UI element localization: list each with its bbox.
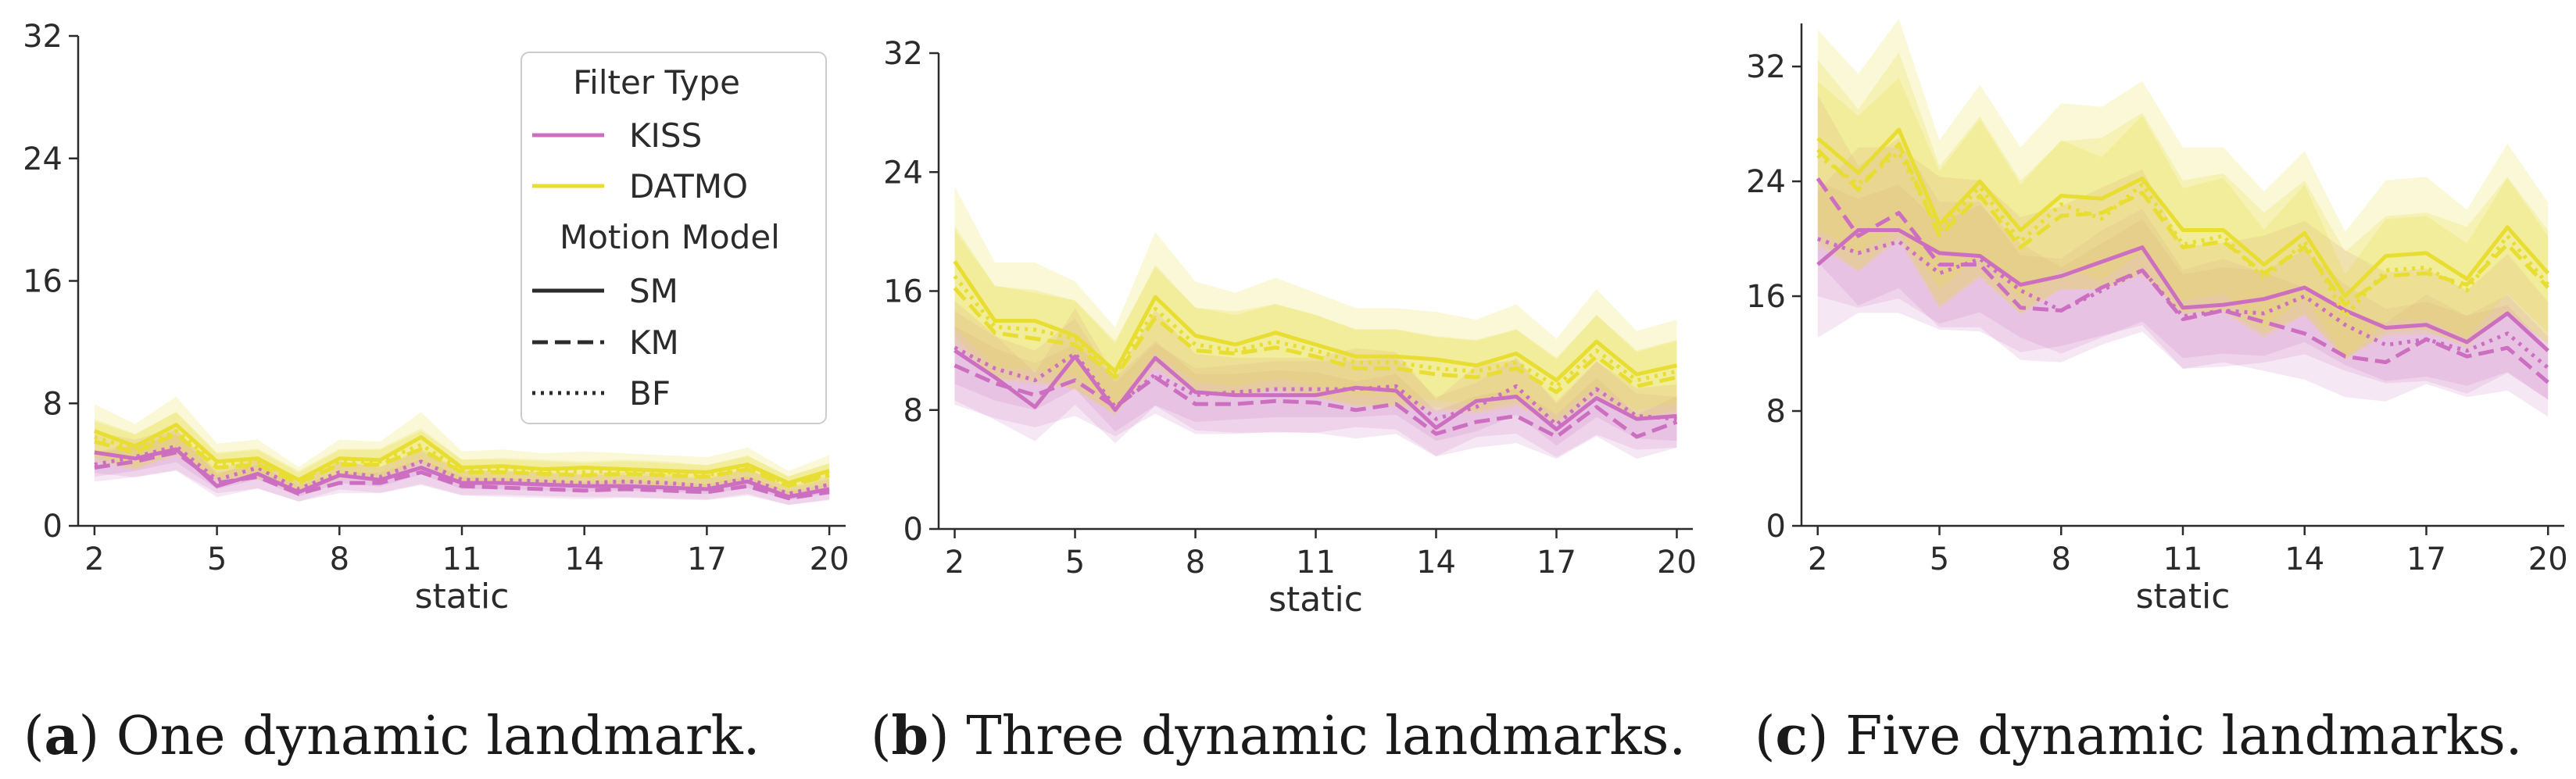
x-tick-label: 11: [442, 541, 482, 577]
legend-title-filter-type: Filter Type: [573, 63, 740, 102]
line-datmo-km: [953, 287, 1678, 395]
line-datmo-sm: [953, 260, 1678, 383]
legend-label-datmo: DATMO: [629, 167, 748, 205]
caption-c-text: Five dynamic landmarks.: [1845, 706, 2522, 767]
legend-label-km: KM: [629, 323, 679, 362]
captions: (a) One dynamic landmark. (b) Three dyna…: [23, 705, 2522, 767]
y-tick-label: 8: [903, 393, 923, 429]
y-tick-label: 32: [23, 19, 63, 55]
y-tick-label: 32: [883, 36, 923, 72]
x-axis-label: static: [1268, 580, 1363, 620]
y-tick-label: 0: [43, 509, 63, 545]
y-tick-label: 32: [1746, 49, 1786, 85]
line-datmo-bf: [94, 429, 830, 487]
caption-b-letter: b: [892, 705, 929, 767]
y-tick-label: 16: [23, 264, 63, 300]
y-tick-label: 8: [1766, 394, 1786, 430]
legend-label-bf: BF: [629, 374, 671, 413]
x-tick-label: 5: [1930, 541, 1949, 577]
panel-a: 0 8 16 24 32 2 5 8 11 14 17 20 static: [23, 19, 849, 616]
line-kiss-bf: [1816, 237, 2549, 370]
band-datmo-bf: [94, 412, 830, 493]
legend-label-sm: SM: [629, 272, 678, 310]
x-tick-label: 5: [1065, 545, 1085, 581]
line-kiss-sm: [1816, 228, 2549, 352]
band-datmo-km: [1817, 52, 2549, 358]
line-kiss-km: [953, 363, 1678, 439]
y-tick-label: 24: [1746, 164, 1786, 200]
y-tick-label: 24: [883, 155, 923, 191]
band-datmo-km: [94, 412, 830, 496]
caption-b-text: Three dynamic landmarks.: [966, 706, 1686, 767]
y-tick-label: 0: [1766, 509, 1786, 545]
band-kiss-sm: [1817, 147, 2549, 400]
x-tick-label: 17: [687, 541, 727, 577]
panel-c: 0 8 16 24 32 2 5 8 11 14 17 20 static: [1746, 19, 2568, 616]
x-tick-label: 14: [1416, 545, 1456, 581]
x-axis-label: static: [2136, 577, 2231, 616]
band-kiss-bf: [954, 311, 1677, 446]
x-tick-label: 5: [207, 541, 227, 577]
x-tick-label: 8: [330, 541, 349, 577]
x-tick-label: 8: [1186, 545, 1205, 581]
y-tick-label: 0: [903, 512, 923, 548]
y-tick-label: 8: [43, 386, 63, 422]
x-tick-label: 2: [84, 541, 104, 577]
line-datmo-km: [1816, 141, 2550, 307]
x-tick-label: 17: [2406, 541, 2446, 577]
band-kiss-bf: [1817, 181, 2549, 400]
x-tick-label: 20: [1657, 545, 1697, 581]
y-tick-label: 16: [1746, 279, 1786, 315]
line-datmo-sm: [1816, 127, 2550, 298]
x-tick-label: 8: [2052, 541, 2071, 577]
line-datmo-km: [94, 431, 830, 488]
panel-b: 0 8 16 24 32 2 5 8 11 14 17 20 static: [883, 36, 1697, 620]
caption-a: (a) One dynamic landmark.: [23, 705, 760, 767]
caption-a-text: One dynamic landmark.: [116, 706, 760, 767]
x-tick-label: 11: [1296, 545, 1336, 581]
line-datmo-sm: [94, 423, 830, 485]
line-kiss-sm: [94, 447, 830, 499]
band-datmo-km: [954, 230, 1677, 425]
caption-c: (c) Five dynamic landmarks.: [1755, 705, 2522, 767]
x-tick-label: 17: [1537, 545, 1576, 581]
band-datmo-sm: [954, 186, 1677, 422]
x-tick-label: 11: [2163, 541, 2203, 577]
x-tick-label: 14: [2284, 541, 2324, 577]
band-kiss-km: [1817, 95, 2549, 417]
x-tick-label: 2: [945, 545, 964, 581]
y-tick-label: 24: [23, 141, 63, 177]
caption-c-letter: c: [1776, 705, 1808, 767]
legend: Filter Type KISS DATMO Motion Model SM K…: [521, 52, 827, 424]
band-datmo-bf: [954, 225, 1677, 415]
x-tick-label: 20: [2528, 541, 2568, 577]
x-tick-label: 20: [810, 541, 850, 577]
band-kiss-sm: [954, 300, 1677, 458]
y-tick-label: 16: [883, 274, 923, 310]
x-axis-label: static: [415, 577, 510, 616]
band-kiss-km: [954, 326, 1677, 459]
legend-title-motion-model: Motion Model: [560, 218, 780, 256]
legend-frame: [521, 52, 827, 424]
x-tick-label: 14: [564, 541, 604, 577]
line-kiss-km: [94, 450, 830, 501]
x-tick-label: 2: [1808, 541, 1827, 577]
caption-a-letter: a: [45, 705, 79, 767]
legend-label-kiss: KISS: [629, 116, 702, 155]
caption-b: (b) Three dynamic landmarks.: [871, 705, 1686, 767]
